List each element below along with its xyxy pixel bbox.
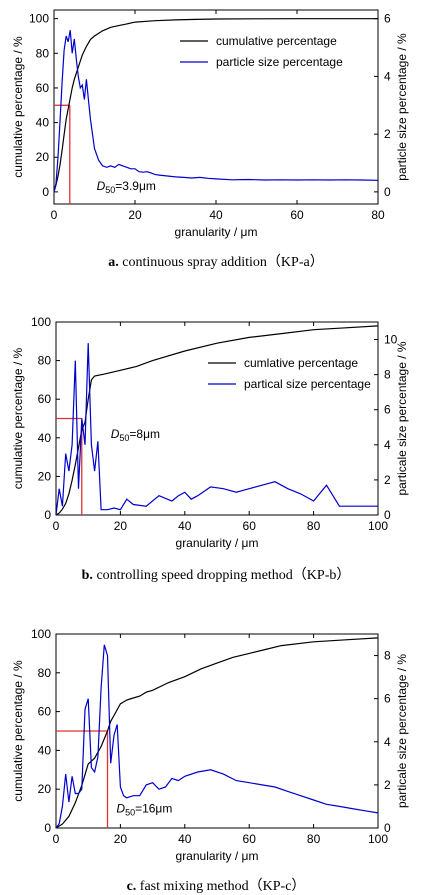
caption-a: a. continuous spray addition（KP-a） [0, 251, 432, 271]
y-right-tick-label: 10 [384, 333, 398, 347]
y-right-tick-label: 2 [384, 127, 391, 141]
x-tick-label: 60 [243, 832, 257, 846]
legend-label: cumulative percentage [216, 34, 337, 48]
legend-label: particle size percentage [216, 55, 343, 69]
x-tick-label: 0 [53, 832, 60, 846]
x-tick-label: 80 [371, 208, 385, 222]
series-line-cumulative [56, 325, 378, 515]
x-tick-label: 100 [368, 519, 388, 533]
y-left-tick-label: 100 [29, 12, 49, 26]
x-tick-label: 40 [178, 519, 192, 533]
x-tick-label: 60 [290, 208, 304, 222]
y-left-tick-label: 40 [36, 116, 50, 130]
y-right-tick-label: 6 [384, 12, 391, 26]
caption-b-text: controlling speed dropping method（KP-b） [96, 568, 351, 583]
y-right-axis-label: particale size percentage / % [395, 654, 409, 808]
y-left-tick-label: 80 [36, 46, 50, 60]
y-right-tick-label: 6 [384, 692, 391, 706]
x-tick-label: 20 [114, 832, 128, 846]
caption-a-letter: a. [108, 255, 119, 270]
series-line-particle-size [54, 30, 378, 193]
series-line-particle-size [56, 343, 378, 515]
d50-label: D50=3.9μm [97, 179, 156, 195]
x-tick-label: 80 [307, 519, 321, 533]
y-right-tick-label: 0 [384, 185, 391, 199]
y-left-tick-label: 40 [38, 743, 52, 757]
y-right-axis-label: particle size percentage / % [395, 33, 409, 181]
y-left-tick-label: 0 [44, 508, 51, 522]
x-tick-label: 20 [128, 208, 142, 222]
caption-c-text: fast mixing method（KP-c） [139, 879, 306, 894]
series-line-cumulative [54, 18, 378, 193]
y-right-tick-label: 2 [384, 473, 391, 487]
y-left-tick-label: 20 [36, 150, 50, 164]
y-right-tick-label: 4 [384, 438, 391, 452]
y-right-tick-label: 8 [384, 649, 391, 663]
caption-c: c. fast mixing method（KP-c） [0, 875, 432, 895]
series-line-cumulative [56, 637, 378, 828]
y-right-tick-label: 6 [384, 403, 391, 417]
caption-a-text: continuous spray addition（KP-a） [122, 255, 324, 270]
y-right-axis-label: particale size percentage / % [395, 341, 409, 495]
x-tick-label: 0 [51, 208, 58, 222]
d50-label: D50=16μm [116, 801, 172, 817]
y-left-tick-label: 60 [38, 392, 52, 406]
chart-panel-c: 0 20 40 60 80 10002040608010002468granularity… [11, 627, 409, 863]
chart-panel-b: 0 20 40 60 80 1000204060801000246810granulari… [11, 315, 409, 550]
x-tick-label: 60 [243, 519, 257, 533]
y-left-tick-label: 20 [38, 782, 52, 796]
y-left-tick-label: 40 [38, 431, 52, 445]
caption-c-letter: c. [126, 879, 137, 894]
x-axis-label: granularity / μm [176, 849, 259, 863]
y-left-tick-label: 100 [31, 315, 51, 329]
y-left-tick-label: 0 [42, 185, 49, 199]
legend-label: cumlative percentage [244, 356, 358, 370]
y-left-axis-label: cumulative percentage / % [11, 36, 25, 178]
y-left-tick-label: 0 [44, 821, 51, 835]
x-tick-label: 40 [178, 832, 192, 846]
x-axis-label: granularity / μm [176, 536, 259, 550]
x-tick-label: 40 [209, 208, 223, 222]
y-right-tick-label: 0 [384, 508, 391, 522]
y-right-tick-label: 0 [384, 821, 391, 835]
y-left-tick-label: 80 [38, 354, 52, 368]
series-line-particle-size [56, 644, 378, 828]
x-tick-label: 100 [368, 832, 388, 846]
x-axis-label: granularity / μm [175, 225, 258, 239]
caption-b: b. controlling speed dropping method（KP-… [0, 564, 432, 584]
y-left-axis-label: cumulative percentage / % [11, 660, 25, 802]
y-left-tick-label: 60 [36, 81, 50, 95]
legend-label: partical size percentage [244, 377, 371, 391]
caption-b-letter: b. [81, 568, 93, 583]
y-right-tick-label: 2 [384, 778, 391, 792]
y-right-tick-label: 4 [384, 735, 391, 749]
y-right-tick-label: 8 [384, 368, 391, 382]
y-left-tick-label: 60 [38, 705, 52, 719]
y-left-tick-label: 100 [31, 627, 51, 641]
chart-panel-a: 0 20 40 60 80 0 20 40 60 80 100 0 2 4 6 granularity / μ… [11, 9, 409, 239]
x-tick-label: 80 [307, 832, 321, 846]
x-tick-label: 20 [114, 519, 128, 533]
plot-frame [55, 321, 379, 516]
y-left-tick-label: 80 [38, 666, 52, 680]
y-left-axis-label: cumulative percentage / % [11, 347, 25, 489]
y-left-tick-label: 20 [38, 469, 52, 483]
y-right-tick-label: 4 [384, 69, 391, 83]
x-tick-label: 0 [53, 519, 60, 533]
d50-label: D50=8μm [111, 427, 160, 443]
